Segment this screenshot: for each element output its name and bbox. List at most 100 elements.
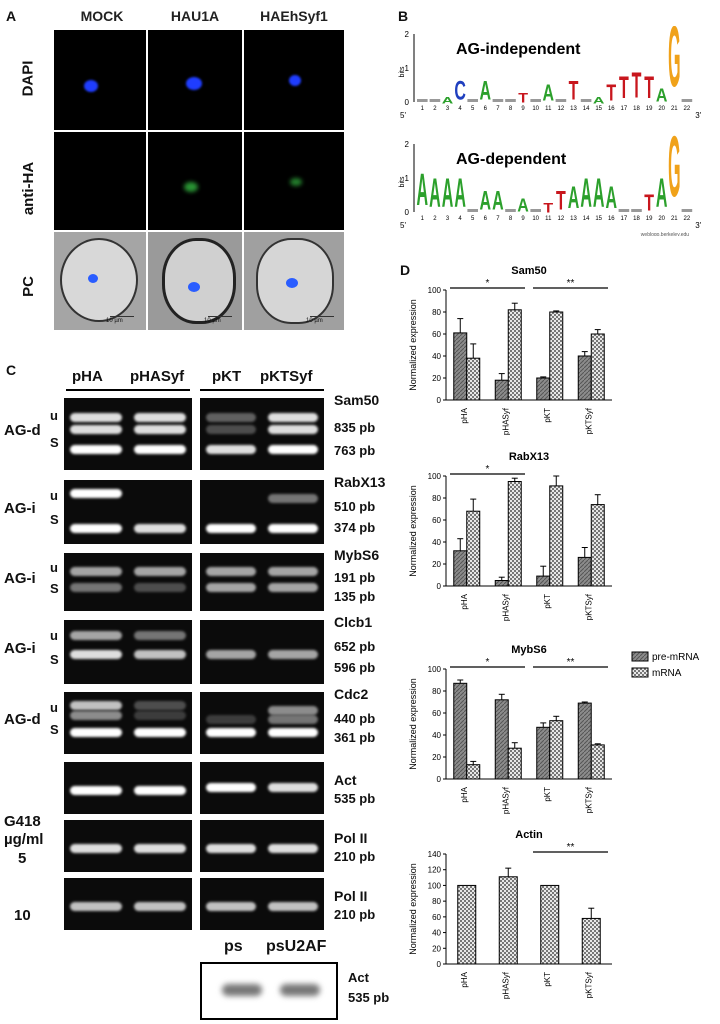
logo-position: 8 [509, 216, 513, 222]
gel-band [206, 843, 256, 853]
logo-letter-A: A [593, 170, 605, 216]
logo-letter-A: A [429, 170, 441, 216]
micrograph-dapi-haehsyf1 [244, 30, 344, 130]
column-label-hau1a: HAU1A [170, 8, 220, 24]
chart-title: RabX13 [509, 451, 549, 463]
gel-band [134, 566, 186, 576]
gel-right-3 [200, 620, 324, 684]
row-label-anti-ha: anti-HA [20, 161, 38, 216]
logo-small-letters [631, 209, 642, 212]
spliced-size: 135 pb [334, 588, 376, 604]
panel-a-label: A [6, 8, 17, 24]
cell-outline [256, 238, 334, 324]
gel-band [206, 566, 256, 576]
logo-small-letters [467, 99, 478, 102]
logo-position: 11 [545, 106, 552, 112]
logo-small-letters [492, 99, 504, 102]
gene-label: MybS6 [334, 547, 380, 563]
western-blot-act [200, 962, 338, 1020]
gel-band [70, 566, 122, 576]
logo-y-tick: 0 [405, 208, 410, 217]
y-tick-label: 60 [432, 330, 441, 339]
legend-swatch [631, 651, 649, 662]
y-tick-label: 140 [428, 850, 442, 859]
y-tick-label: 20 [432, 560, 441, 569]
header-pha: pHA [72, 368, 103, 385]
y-tick-label: 100 [428, 881, 442, 890]
logo-5prime: 5' [400, 221, 406, 230]
gel-band [268, 783, 318, 792]
significance-label: ** [567, 278, 575, 289]
logo-letter-A: A [656, 86, 668, 106]
logo-letter-A: A [417, 165, 429, 216]
gel-right-5 [200, 762, 324, 814]
nucleus [286, 278, 298, 288]
nucleus [289, 75, 301, 86]
gel-band [206, 424, 256, 434]
micrograph-dapi-hau1a [148, 30, 242, 130]
micrograph-anti-ha-mock [54, 132, 146, 230]
y-axis-label: Normalized expression [408, 485, 418, 577]
logo-position: 20 [658, 106, 665, 112]
logo-position: 16 [608, 216, 615, 222]
gel-type-label: AG-i [4, 570, 36, 587]
bar [494, 379, 509, 401]
significance-label: ** [567, 657, 575, 668]
bar [494, 699, 509, 780]
gel-band [134, 582, 186, 592]
gel-band [70, 727, 122, 737]
gel-band [70, 582, 122, 592]
header-pkt: pKT [212, 368, 242, 385]
x-tick-label: pKTSyf [584, 971, 593, 998]
significance-label: * [486, 464, 490, 475]
spliced-label: S [50, 511, 59, 527]
bar [590, 504, 605, 587]
logo-position: 8 [509, 106, 513, 112]
chart-title: Sam50 [511, 265, 546, 277]
logo-y-tick: 1 [405, 64, 410, 73]
unspliced-label: u [50, 628, 58, 643]
gel-band [268, 714, 318, 724]
logo-position: 18 [633, 106, 640, 112]
gel-band [134, 843, 186, 853]
logo-position: 11 [545, 216, 552, 222]
logo-small-letters [467, 209, 478, 212]
ha-signal [290, 178, 302, 186]
y-tick-label: 20 [432, 753, 441, 762]
gel-band [134, 413, 186, 423]
significance-label: * [486, 278, 490, 289]
header-ps: ps [224, 938, 243, 955]
gel-band [134, 424, 186, 434]
logo-position: 4 [458, 216, 462, 222]
logo-position: 13 [570, 216, 577, 222]
logo-small-letters [580, 99, 592, 102]
x-tick-label: pHASyf [501, 971, 510, 999]
gel-band [206, 714, 256, 724]
y-axis-label: Normalized expression [408, 299, 418, 391]
gel-left-3 [64, 620, 192, 684]
bar [498, 876, 518, 965]
gel-band [134, 700, 186, 710]
gel-type-label: AG-d [4, 711, 41, 728]
unspliced-size: 652 pb [334, 639, 376, 655]
band-size: 535 pb [334, 790, 376, 806]
logo-position: 16 [608, 106, 615, 112]
bar [457, 884, 477, 965]
logo-position: 14 [583, 106, 590, 112]
gel-left-2 [64, 553, 192, 611]
logo-letter-T: T [644, 70, 654, 105]
cell-outline [60, 238, 138, 322]
logo-position: 15 [595, 106, 602, 112]
bar [540, 884, 560, 965]
logo-position: 15 [595, 216, 602, 222]
nucleus [84, 80, 98, 92]
row-label-pc: PC [19, 276, 37, 297]
spliced-size: 596 pb [334, 659, 376, 675]
y-tick-label: 40 [432, 538, 441, 547]
panel-d-label: D [400, 262, 411, 278]
x-tick-label: pHASyf [501, 407, 510, 435]
logo-y-tick: 0 [405, 98, 410, 107]
logo-position: 9 [521, 106, 525, 112]
chart-actin: Actin 0 20 40 60 80 100 120 140 Normalized expres… [408, 829, 612, 999]
